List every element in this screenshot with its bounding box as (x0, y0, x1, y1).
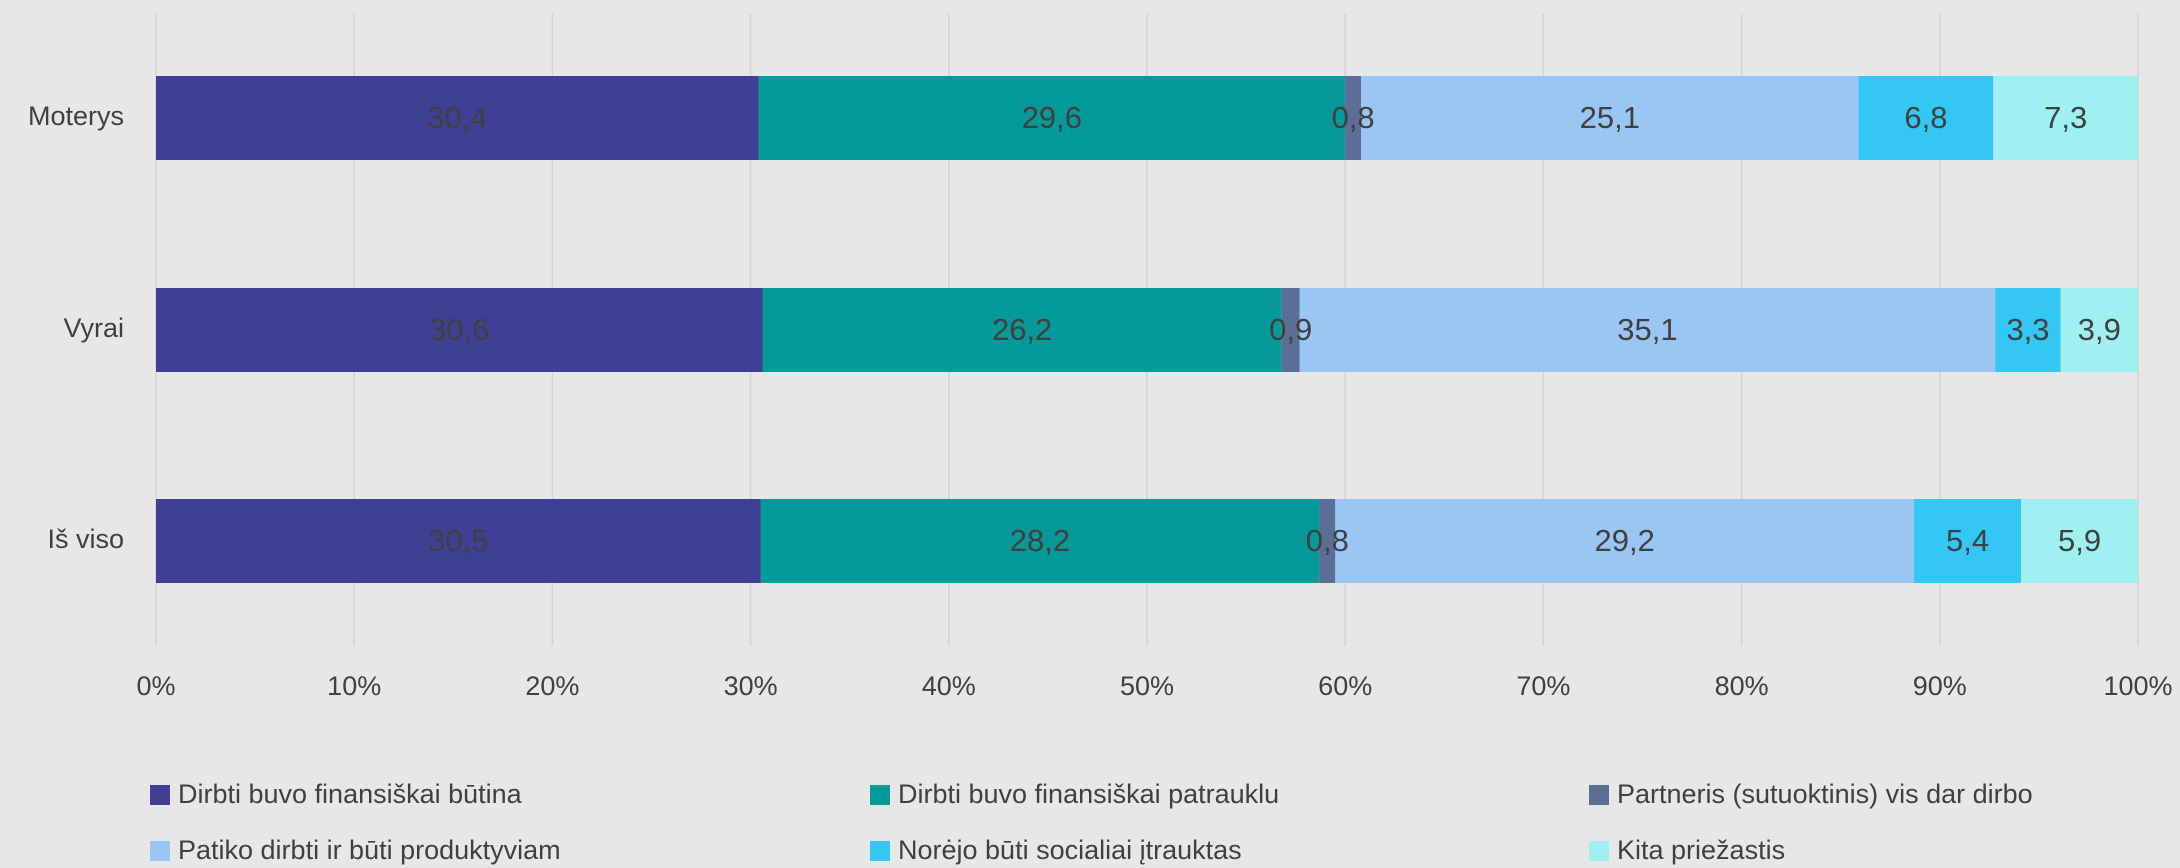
data-label: 26,2 (992, 312, 1052, 347)
legend-swatch (150, 841, 170, 861)
legend-label: Norėjo būti socialiai įtrauktas (898, 835, 1242, 865)
legend-label: Dirbti buvo finansiškai būtina (178, 779, 523, 809)
data-label: 0,8 (1306, 523, 1349, 558)
data-label: 25,1 (1580, 100, 1640, 135)
bar-segment (1345, 76, 1362, 160)
bar-segment (758, 76, 1346, 160)
legend-swatch (870, 841, 890, 861)
data-label: 5,9 (2058, 523, 2101, 558)
legend-label: Partneris (sutuoktinis) vis dar dirbo (1617, 779, 2033, 809)
bar-segment (1858, 76, 1994, 160)
bar-segment (2060, 288, 2138, 372)
x-tick-label: 80% (1715, 671, 1769, 701)
data-label: 0,9 (1269, 312, 1312, 347)
bar-segment (762, 288, 1282, 372)
bar-segment (1299, 288, 1996, 372)
data-label: 35,1 (1617, 312, 1677, 347)
x-tick-label: 10% (327, 671, 381, 701)
y-tick-label: Vyrai (63, 313, 124, 343)
bar-segment (1993, 76, 2138, 160)
x-tick-label: 40% (922, 671, 976, 701)
data-label: 7,3 (2044, 100, 2087, 135)
bar-segment (1995, 288, 2061, 372)
data-label: 6,8 (1904, 100, 1947, 135)
x-tick-label: 30% (724, 671, 778, 701)
legend-swatch (870, 785, 890, 805)
bar-segment (1361, 76, 1859, 160)
legend-label: Patiko dirbti ir būti produktyviam (178, 835, 561, 865)
bar-segment (1335, 499, 1915, 583)
data-label: 30,6 (429, 312, 489, 347)
data-label: 30,4 (427, 100, 487, 135)
y-tick-label: Moterys (28, 101, 124, 131)
bar-segment (2021, 499, 2138, 583)
bar-segment (1914, 499, 2022, 583)
legend-label: Dirbti buvo finansiškai patrauklu (898, 779, 1279, 809)
data-label: 29,2 (1594, 523, 1654, 558)
bar-segment (760, 499, 1320, 583)
data-label: 29,6 (1022, 100, 1082, 135)
legend-swatch (1589, 785, 1609, 805)
bar-segment (156, 288, 763, 372)
x-tick-label: 50% (1120, 671, 1174, 701)
x-tick-label: 20% (525, 671, 579, 701)
bar-segment (156, 76, 759, 160)
legend-swatch (150, 785, 170, 805)
x-tick-label: 0% (136, 671, 175, 701)
x-tick-label: 60% (1318, 671, 1372, 701)
x-tick-label: 70% (1516, 671, 1570, 701)
legend-label: Kita priežastis (1617, 835, 1785, 865)
data-label: 3,3 (2006, 312, 2049, 347)
x-tick-label: 90% (1913, 671, 1967, 701)
data-label: 30,5 (428, 523, 488, 558)
data-label: 28,2 (1010, 523, 1070, 558)
x-tick-label: 100% (2103, 671, 2172, 701)
bar-segment (1281, 288, 1300, 372)
y-tick-label: Iš viso (47, 524, 124, 554)
legend-swatch (1589, 841, 1609, 861)
bar-segment (156, 499, 761, 583)
data-label: 3,9 (2078, 312, 2121, 347)
data-label: 0,8 (1332, 100, 1375, 135)
data-label: 5,4 (1946, 523, 1989, 558)
bar-segment (1319, 499, 1336, 583)
